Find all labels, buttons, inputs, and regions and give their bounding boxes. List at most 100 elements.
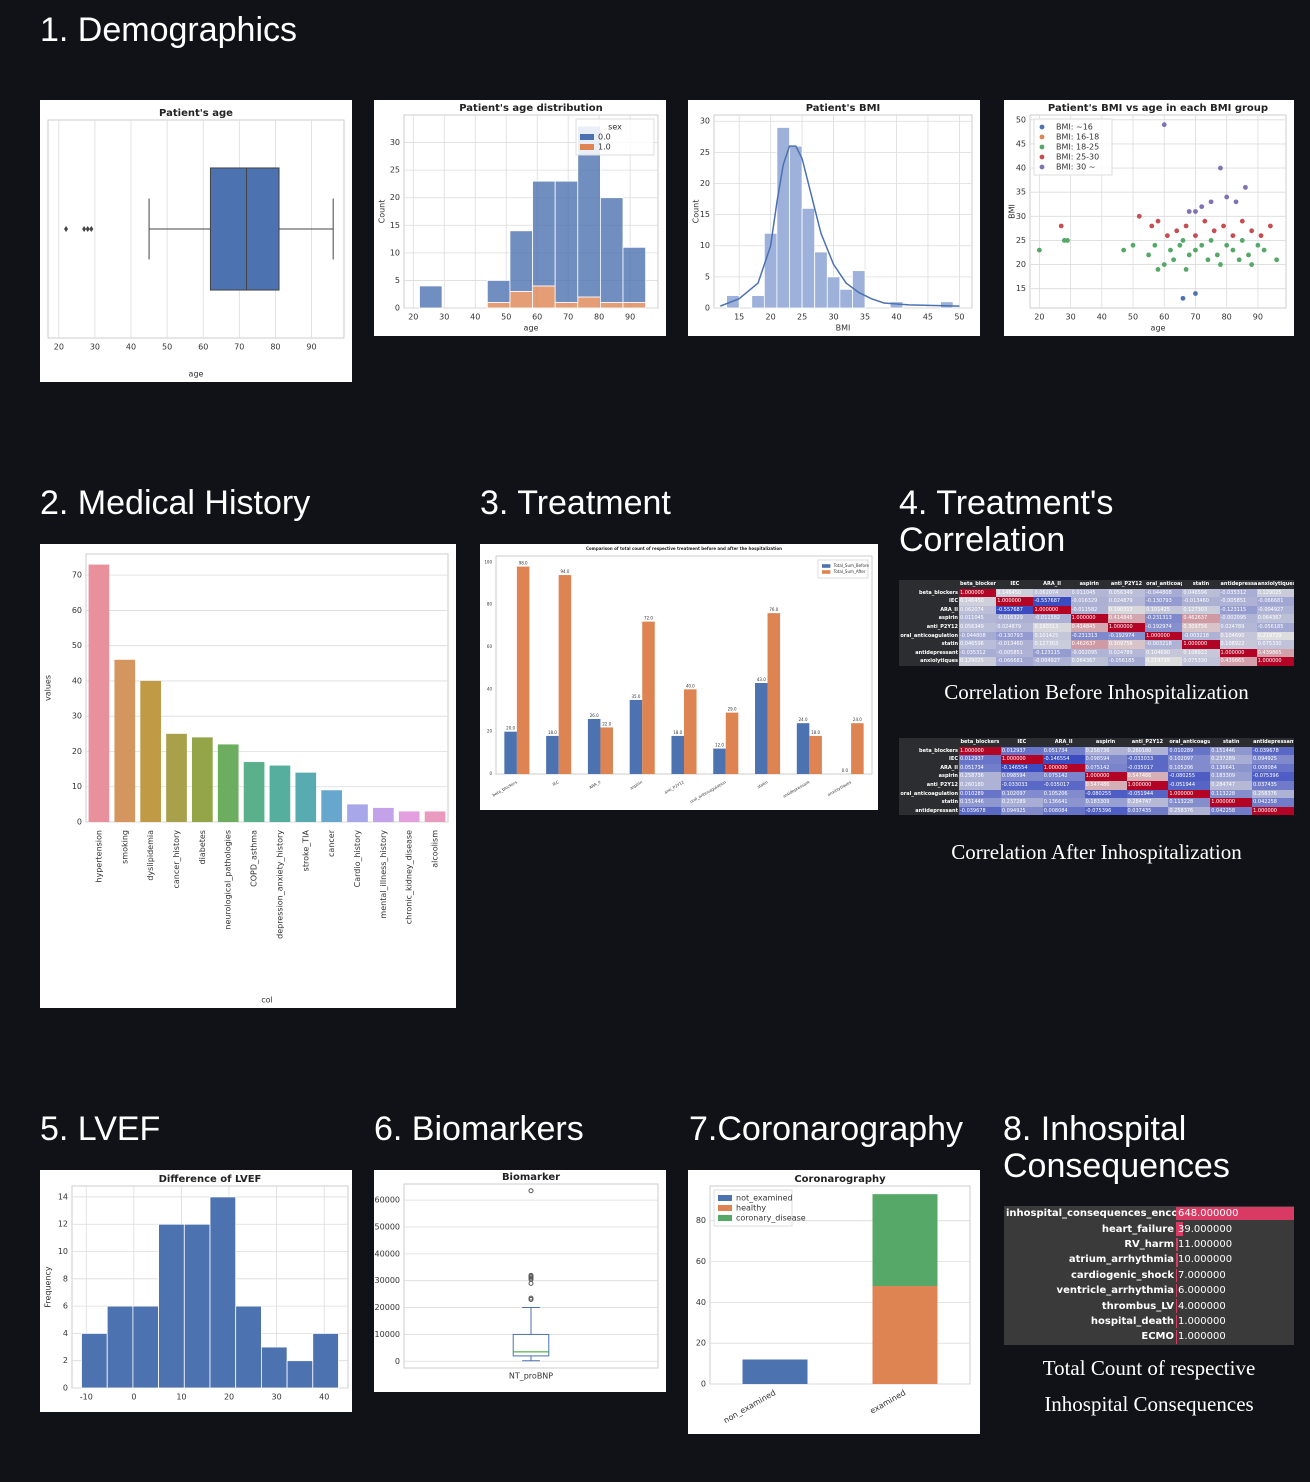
bar — [269, 765, 291, 822]
data-label: 43.0 — [757, 677, 766, 682]
table-cell: 0.012937 — [959, 755, 1001, 764]
data-label: 24.0 — [853, 717, 862, 722]
chart: Comparison of total count of respective … — [484, 546, 873, 804]
table-cell: 10.000000 — [1176, 1252, 1294, 1267]
y-tick-label: 50 — [72, 641, 82, 650]
y-tick-label: 60 — [72, 606, 82, 615]
scatter-point — [1183, 223, 1189, 229]
table-cell: 0.439865 — [1219, 657, 1257, 666]
table-cell: 0.008084 — [1042, 806, 1085, 816]
outlier — [528, 1188, 534, 1194]
table-cell: 0.011045 — [1070, 588, 1108, 598]
y-tick-label: 60 — [696, 1257, 706, 1266]
table-cell: 0.056349 — [959, 622, 997, 632]
bar — [424, 811, 446, 822]
x-tick-label: chronic_kidney_disease — [405, 830, 414, 924]
row-header: antidepressant — [915, 649, 958, 656]
bar — [684, 689, 697, 774]
data-label: 94.0 — [560, 569, 569, 574]
histogram-bar — [789, 145, 803, 309]
table-cell: -0.123115 — [1033, 648, 1071, 658]
bar — [872, 1194, 938, 1287]
histogram-bar — [599, 197, 624, 303]
chart-panel: 0 10 20 30 40 50 60 70 col values hypertension smok… — [40, 544, 456, 1008]
table-cell: 0.258376 — [1252, 789, 1294, 799]
scatter-point — [1193, 291, 1198, 296]
table-cell: 0.183309 — [1210, 772, 1253, 781]
column-header: anti_P2Y12 — [1131, 739, 1164, 745]
table-row: RV_harm 11.000000 — [1004, 1237, 1294, 1252]
table-cell: 0.127303 — [1182, 605, 1220, 615]
x-tick-label: 50 — [954, 313, 964, 322]
scatter-point — [1233, 199, 1239, 205]
table-cell: 0.439865 — [1256, 648, 1294, 658]
table-row: IEC 0.146450 1.000000 -0.557687 -0.016329 0.0… — [899, 597, 1294, 606]
chart-panel: Coronarography 0 20 40 60 80 non_examined exami… — [688, 1170, 980, 1434]
scatter-point — [1205, 257, 1211, 263]
legend-swatch — [1039, 154, 1045, 160]
y-tick-label: 30 — [1016, 212, 1026, 221]
x-tick-label: 30 — [272, 1393, 282, 1402]
y-tick-label: 30 — [72, 712, 82, 721]
table-cell: -0.075396 — [1084, 806, 1127, 816]
y-tick-label: 15 — [1016, 284, 1026, 293]
table-cell: 0.075330 — [1256, 640, 1294, 649]
table-cell: 0.075330 — [1182, 657, 1220, 666]
bar — [742, 1359, 808, 1384]
histogram-bar — [751, 295, 765, 309]
table-cell: 0.042258 — [1210, 806, 1253, 816]
row-header: IEC — [949, 598, 958, 605]
histogram-bar — [940, 301, 954, 309]
table-cell: -0.035017 — [1126, 763, 1169, 773]
chart-panel: Patient's BMI 15 20 25 30 35 40 45 50 0 5 10 15 20 25 3… — [688, 100, 980, 336]
x-tick-label: beta_blockers — [491, 779, 517, 797]
chart-title: Patient's BMI — [806, 103, 881, 114]
table-cell: 0.127303 — [1033, 640, 1071, 649]
scatter-point — [1155, 218, 1161, 224]
plot-area — [713, 114, 973, 309]
x-tick-label: 30 — [90, 343, 100, 352]
table-cell: 0.024879 — [996, 622, 1034, 632]
column-header: ARA_II — [1043, 581, 1061, 587]
table-cell: 0.258376 — [1168, 806, 1211, 816]
table-cell: 0.190313 — [1107, 605, 1146, 615]
row-header: ventricle_arrhythmia — [1056, 1285, 1174, 1297]
table-cell: -0.035312 — [959, 648, 997, 658]
legend-swatch — [1039, 164, 1045, 170]
table-cell: 0.309756 — [1182, 622, 1220, 632]
row-header: beta_blockers — [919, 589, 958, 596]
y-tick-label: 14 — [58, 1192, 68, 1201]
table-cell: 1.000000 — [1219, 648, 1257, 658]
scatter-point — [1249, 262, 1255, 267]
table-cell: 0.105206 — [1042, 789, 1085, 799]
y-tick-label: 20 — [72, 747, 82, 756]
x-tick-label: 30 — [439, 313, 449, 322]
x-tick-label: depression_anxiety_history — [275, 830, 284, 939]
table-cell: 0.146450 — [959, 597, 997, 606]
outlier — [82, 226, 87, 232]
table-cell: 0.258736 — [959, 772, 1001, 781]
chart: Difference of LVEF -10 0 10 20 30 40 0 2 4 6 8 10 12 1… — [44, 1174, 349, 1402]
column-header: ARA_II — [1054, 739, 1073, 745]
x-tick-label: mental_illness_history — [379, 830, 388, 919]
table-cell: -0.003218 — [1145, 640, 1183, 649]
x-tick-label: 20 — [54, 343, 64, 352]
data-label: 18.0 — [673, 730, 682, 735]
table-cell: -0.002095 — [1219, 614, 1257, 623]
x-tick-label: 20 — [1034, 313, 1044, 322]
x-tick-label: 50 — [162, 343, 172, 352]
row-header: ARA_II — [940, 764, 958, 771]
table-cell: -0.056185 — [1256, 622, 1294, 632]
x-tick-label: stroke_TIA — [301, 829, 310, 871]
table-cell: 0.146450 — [996, 588, 1034, 598]
histogram-bar — [554, 302, 579, 309]
chart: Patient's age 20 30 40 50 60 70 80 90 age — [47, 108, 345, 379]
y-tick-label: 10 — [72, 782, 82, 791]
y-tick-label: 30000 — [375, 1276, 400, 1285]
legend-label: 0.0 — [598, 133, 611, 142]
scatter-point — [1149, 223, 1155, 229]
histogram-bar — [622, 302, 647, 309]
y-tick-label: 25 — [1016, 236, 1026, 245]
chart-panel: Patient's BMI vs age in each BMI group 20… — [1004, 100, 1294, 336]
x-tick-label: 80 — [270, 343, 280, 352]
